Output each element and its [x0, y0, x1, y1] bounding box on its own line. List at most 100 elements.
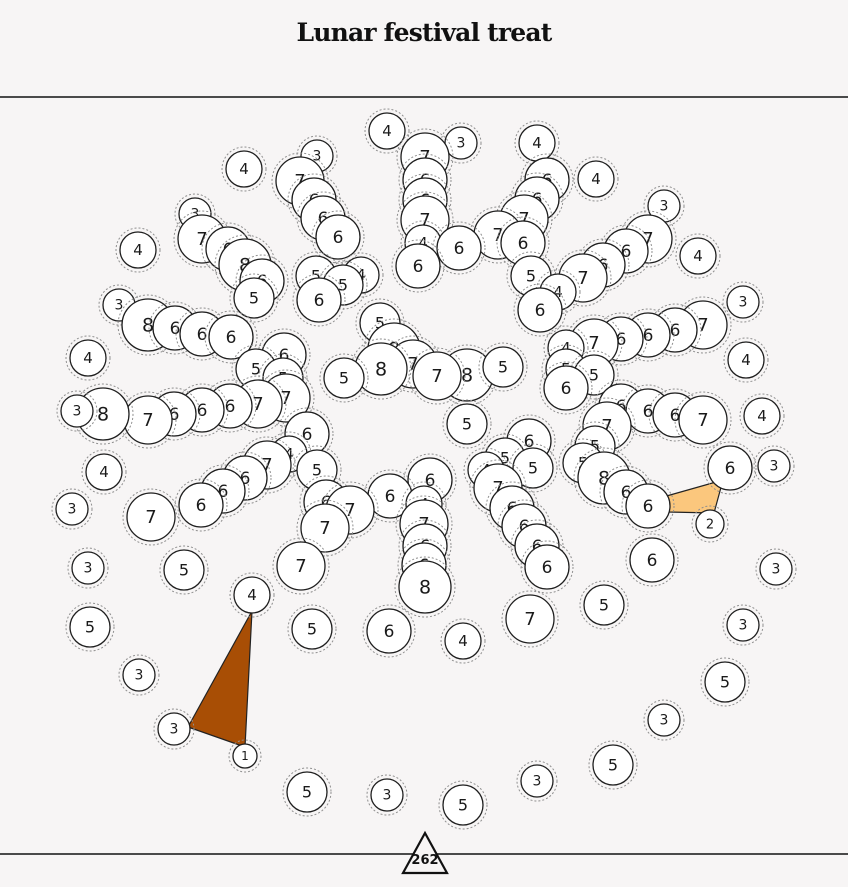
dot-circle[interactable] [577, 160, 615, 198]
number-dot[interactable]: 6 [539, 361, 593, 415]
dot-circle[interactable] [727, 341, 765, 379]
number-dot[interactable]: 7 [408, 347, 466, 405]
dot-circle[interactable] [315, 214, 361, 260]
number-dot[interactable]: 5 [282, 767, 332, 817]
number-dot[interactable]: 5 [438, 780, 488, 830]
dot-circle[interactable] [157, 712, 191, 746]
number-dot[interactable]: 4 [221, 146, 267, 192]
number-dot[interactable]: 5 [478, 342, 528, 392]
dot-circle[interactable] [69, 606, 111, 648]
dot-circle[interactable] [412, 351, 462, 401]
number-dot[interactable]: 3 [722, 604, 764, 646]
dot-circle[interactable] [695, 509, 725, 539]
number-dot[interactable]: 6 [496, 216, 550, 270]
dot-circle[interactable] [436, 225, 482, 271]
number-dot[interactable]: 5 [442, 399, 492, 449]
dot-circle[interactable] [71, 551, 105, 585]
dot-circle[interactable] [524, 544, 570, 590]
dot-circle[interactable] [512, 447, 554, 489]
number-dot[interactable]: 5 [287, 604, 337, 654]
number-dot[interactable]: 4 [81, 449, 127, 495]
number-dot[interactable]: 3 [51, 488, 93, 530]
number-dot[interactable]: 7 [272, 537, 330, 595]
dot-circle[interactable] [163, 549, 205, 591]
dot-circle[interactable] [122, 658, 156, 692]
number-dot[interactable]: 4 [675, 233, 721, 279]
dot-circle[interactable] [505, 594, 555, 644]
dot-circle[interactable] [233, 576, 271, 614]
dot-circle[interactable] [757, 449, 791, 483]
dot-circle[interactable] [55, 492, 89, 526]
dot-circle[interactable] [629, 537, 675, 583]
dot-circle[interactable] [743, 397, 781, 435]
dot-circle[interactable] [446, 403, 488, 445]
number-dot[interactable]: 7 [122, 488, 180, 546]
dot-circle[interactable] [69, 339, 107, 377]
dot-circle[interactable] [119, 231, 157, 269]
number-dot[interactable]: 3 [56, 390, 98, 432]
number-dot[interactable]: 6 [621, 479, 675, 533]
dot-circle[interactable] [517, 287, 563, 333]
dot-circle[interactable] [707, 445, 753, 491]
number-dot[interactable]: 6 [703, 441, 757, 495]
number-dot[interactable]: 3 [366, 774, 408, 816]
number-dot[interactable]: 3 [440, 122, 482, 164]
number-dot[interactable]: 3 [153, 708, 195, 750]
number-dot[interactable]: 5 [700, 657, 750, 707]
number-dot[interactable]: 6 [520, 540, 574, 594]
dot-circle[interactable] [398, 560, 452, 614]
number-dot[interactable]: 4 [514, 120, 560, 166]
dot-circle[interactable] [444, 622, 482, 660]
number-dot[interactable]: 3 [643, 699, 685, 741]
dot-circle[interactable] [291, 608, 333, 650]
dot-circle[interactable] [583, 584, 625, 626]
number-dot[interactable]: 5 [229, 273, 279, 323]
number-dot[interactable]: 5 [508, 443, 558, 493]
number-dot[interactable]: 4 [739, 393, 785, 439]
dot-circle[interactable] [442, 784, 484, 826]
dot-circle[interactable] [286, 771, 328, 813]
number-dot[interactable]: 1 [228, 739, 262, 773]
dot-circle[interactable] [647, 703, 681, 737]
dot-circle[interactable] [625, 483, 671, 529]
number-dot[interactable]: 5 [319, 353, 369, 403]
dot-circle[interactable] [225, 150, 263, 188]
number-dot[interactable]: 6 [513, 283, 567, 337]
dot-circle[interactable] [520, 764, 554, 798]
number-dot[interactable]: 2 [691, 505, 729, 543]
number-dot[interactable]: 3 [753, 445, 795, 487]
number-dot[interactable]: 6 [292, 273, 346, 327]
number-dot[interactable]: 5 [65, 602, 115, 652]
dot-circle[interactable] [208, 314, 254, 360]
dot-circle[interactable] [296, 277, 342, 323]
number-dot[interactable]: 4 [573, 156, 619, 202]
dot-circle[interactable] [232, 743, 258, 769]
number-dot[interactable]: 8 [394, 556, 456, 618]
dot-circle[interactable] [543, 365, 589, 411]
dot-circle[interactable] [178, 482, 224, 528]
dot-circle[interactable] [85, 453, 123, 491]
dot-circle[interactable] [726, 608, 760, 642]
number-dot[interactable]: 4 [440, 618, 486, 664]
dot-circle[interactable] [366, 608, 412, 654]
dot-circle[interactable] [704, 661, 746, 703]
number-dot[interactable]: 6 [204, 310, 258, 364]
number-dot[interactable]: 6 [174, 478, 228, 532]
dot-circle[interactable] [126, 492, 176, 542]
number-dot[interactable]: 6 [625, 533, 679, 587]
dot-circle[interactable] [395, 243, 441, 289]
number-dot[interactable]: 6 [311, 210, 365, 264]
dot-circle[interactable] [679, 237, 717, 275]
number-dot[interactable]: 7 [501, 590, 559, 648]
dot-circle[interactable] [482, 346, 524, 388]
number-dot[interactable]: 3 [643, 185, 685, 227]
dot-circle[interactable] [60, 394, 94, 428]
number-dot[interactable]: 6 [362, 604, 416, 658]
number-dot[interactable]: 4 [723, 337, 769, 383]
dot-circle[interactable] [726, 285, 760, 319]
number-dot[interactable]: 5 [588, 740, 638, 790]
number-dot[interactable]: 3 [722, 281, 764, 323]
dot-circle[interactable] [592, 744, 634, 786]
number-dot[interactable]: 5 [579, 580, 629, 630]
